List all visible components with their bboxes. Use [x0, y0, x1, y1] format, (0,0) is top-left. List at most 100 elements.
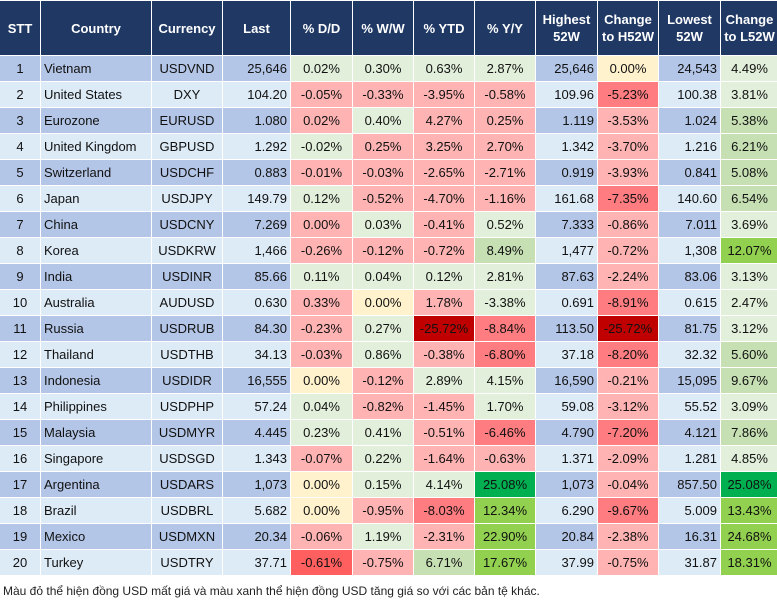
cell-ytd: -2.31%	[414, 524, 474, 549]
cell-yy: -3.38%	[475, 290, 535, 315]
table-row: 18 Brazil USDBRL 5.682 0.00% -0.95% -8.03% 12.3…	[0, 498, 777, 523]
cell-dd: -0.01%	[291, 160, 352, 185]
cell-ww: 0.03%	[353, 212, 413, 237]
cell-last: 104.20	[223, 82, 290, 107]
cell-ww: 0.41%	[353, 420, 413, 445]
cell-change-l52w: 7.86%	[721, 420, 777, 445]
header-country: Country	[41, 1, 151, 55]
cell-ww: 0.30%	[353, 56, 413, 81]
cell-yy: 22.90%	[475, 524, 535, 549]
table-row: 8 Korea USDKRW 1,466 -0.26% -0.12% -0.72% 8.49%…	[0, 238, 777, 263]
cell-ww: 0.22%	[353, 446, 413, 471]
cell-lowest-52w: 15,095	[659, 368, 720, 393]
cell-ww: 0.15%	[353, 472, 413, 497]
cell-last: 16,555	[223, 368, 290, 393]
cell-lowest-52w: 31.87	[659, 550, 720, 575]
table-row: 3 Eurozone EURUSD 1.080 0.02% 0.40% 4.27% 0.25%…	[0, 108, 777, 133]
cell-last: 1,466	[223, 238, 290, 263]
cell-dd: -0.23%	[291, 316, 352, 341]
cell-change-l52w: 24.68%	[721, 524, 777, 549]
cell-change-h52w: -0.21%	[598, 368, 658, 393]
cell-ytd: -4.70%	[414, 186, 474, 211]
cell-stt: 10	[0, 290, 40, 315]
header-stt: STT	[0, 1, 40, 55]
cell-dd: -0.02%	[291, 134, 352, 159]
cell-ytd: -0.51%	[414, 420, 474, 445]
cell-country: Korea	[41, 238, 151, 263]
cell-currency: USDTHB	[152, 342, 222, 367]
cell-currency: USDKRW	[152, 238, 222, 263]
cell-ytd: -0.72%	[414, 238, 474, 263]
cell-change-h52w: -3.70%	[598, 134, 658, 159]
cell-country: Thailand	[41, 342, 151, 367]
cell-currency: USDCNY	[152, 212, 222, 237]
header-lowest-52w: Lowest 52W	[659, 1, 720, 55]
cell-yy: 2.87%	[475, 56, 535, 81]
cell-dd: 0.00%	[291, 212, 352, 237]
currency-table: STT Country Currency Last% D/D% W/W% YTD% Y…	[0, 1, 777, 575]
cell-ytd: 0.63%	[414, 56, 474, 81]
cell-last: 1.343	[223, 446, 290, 471]
cell-stt: 17	[0, 472, 40, 497]
cell-stt: 5	[0, 160, 40, 185]
cell-highest-52w: 25,646	[536, 56, 597, 81]
cell-stt: 4	[0, 134, 40, 159]
cell-change-l52w: 18.31%	[721, 550, 777, 575]
cell-country: Eurozone	[41, 108, 151, 133]
cell-change-h52w: -9.67%	[598, 498, 658, 523]
cell-change-h52w: -0.75%	[598, 550, 658, 575]
cell-lowest-52w: 7.011	[659, 212, 720, 237]
cell-last: 57.24	[223, 394, 290, 419]
cell-dd: -0.26%	[291, 238, 352, 263]
cell-change-h52w: -2.09%	[598, 446, 658, 471]
cell-highest-52w: 109.96	[536, 82, 597, 107]
cell-change-h52w: -0.04%	[598, 472, 658, 497]
cell-dd: 0.00%	[291, 498, 352, 523]
cell-lowest-52w: 140.60	[659, 186, 720, 211]
cell-ytd: 4.14%	[414, 472, 474, 497]
cell-last: 149.79	[223, 186, 290, 211]
cell-lowest-52w: 1,308	[659, 238, 720, 263]
cell-ytd: -3.95%	[414, 82, 474, 107]
table-row: 2 United States DXY 104.20 -0.05% -0.33% -3.95…	[0, 82, 777, 107]
cell-ww: -0.03%	[353, 160, 413, 185]
cell-ytd: -1.64%	[414, 446, 474, 471]
cell-change-h52w: -7.20%	[598, 420, 658, 445]
cell-ytd: 0.12%	[414, 264, 474, 289]
cell-lowest-52w: 0.615	[659, 290, 720, 315]
cell-ww: 0.27%	[353, 316, 413, 341]
cell-country: Turkey	[41, 550, 151, 575]
table-row: 1 Vietnam USDVND 25,646 0.02% 0.30% 0.63% 2.87%…	[0, 56, 777, 81]
cell-lowest-52w: 5.009	[659, 498, 720, 523]
cell-lowest-52w: 55.52	[659, 394, 720, 419]
header-change-l52w: Change to L52W	[721, 1, 777, 55]
cell-yy: 2.81%	[475, 264, 535, 289]
cell-last: 0.883	[223, 160, 290, 185]
cell-lowest-52w: 100.38	[659, 82, 720, 107]
cell-change-l52w: 6.54%	[721, 186, 777, 211]
cell-yy: -1.16%	[475, 186, 535, 211]
cell-lowest-52w: 83.06	[659, 264, 720, 289]
cell-highest-52w: 0.919	[536, 160, 597, 185]
cell-change-h52w: -0.86%	[598, 212, 658, 237]
cell-stt: 2	[0, 82, 40, 107]
cell-highest-52w: 0.691	[536, 290, 597, 315]
cell-country: Argentina	[41, 472, 151, 497]
cell-change-l52w: 5.60%	[721, 342, 777, 367]
cell-change-h52w: -3.12%	[598, 394, 658, 419]
cell-last: 25,646	[223, 56, 290, 81]
cell-stt: 7	[0, 212, 40, 237]
cell-stt: 12	[0, 342, 40, 367]
cell-change-l52w: 9.67%	[721, 368, 777, 393]
cell-yy: -2.71%	[475, 160, 535, 185]
cell-change-h52w: -7.35%	[598, 186, 658, 211]
cell-change-l52w: 3.12%	[721, 316, 777, 341]
cell-stt: 19	[0, 524, 40, 549]
cell-highest-52w: 6.290	[536, 498, 597, 523]
cell-country: United States	[41, 82, 151, 107]
header-highest-52w: Highest 52W	[536, 1, 597, 55]
cell-highest-52w: 1.119	[536, 108, 597, 133]
table-row: 6 Japan USDJPY 149.79 0.12% -0.52% -4.70% -1.16…	[0, 186, 777, 211]
cell-highest-52w: 1.342	[536, 134, 597, 159]
cell-yy: 4.15%	[475, 368, 535, 393]
